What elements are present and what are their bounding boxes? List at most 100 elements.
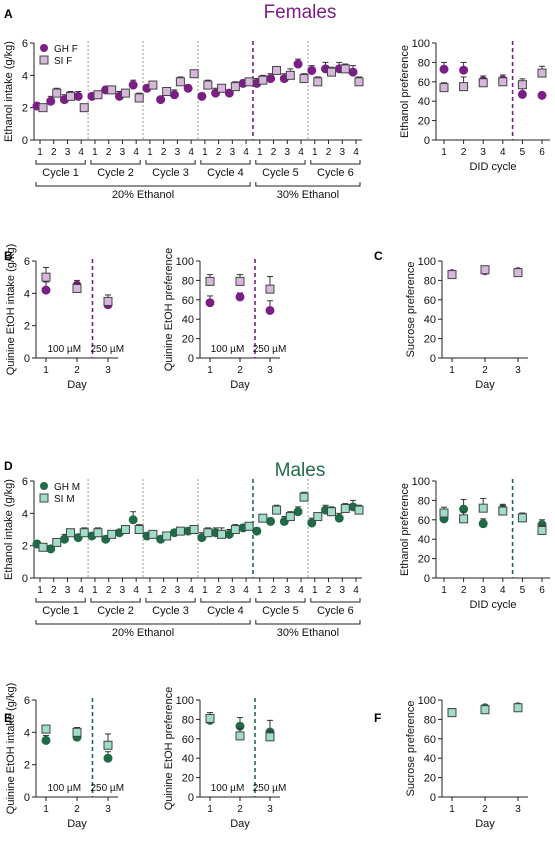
y-tick-label: 4 (22, 70, 28, 82)
group-label: Cycle 4 (207, 605, 244, 617)
data-point-si-f (439, 83, 449, 93)
supergroup-bracket (255, 620, 361, 625)
x-tick-label: 4 (353, 147, 359, 158)
x-tick-label: 1 (202, 147, 208, 158)
data-point-si-m (148, 529, 158, 539)
data-point-gh-f (293, 59, 303, 69)
data-point-gh-f (73, 91, 83, 101)
y-axis-label: Quinine EtOH preference (163, 248, 175, 372)
x-axis-label: Day (67, 818, 87, 830)
data-point-si-f (120, 88, 130, 98)
data-point-si-f (537, 68, 547, 78)
data-point-gh-f (128, 80, 138, 90)
x-tick-label: 1 (147, 147, 153, 158)
group-bracket (145, 598, 196, 603)
data-point-si-f (79, 103, 89, 113)
x-axis-label: DID cycle (469, 161, 516, 173)
data-point-si-m (459, 514, 469, 524)
data-point-si-f (93, 90, 103, 100)
group-label: Cycle 2 (97, 167, 134, 179)
data-point-si-m (72, 727, 82, 737)
x-tick-label: 2 (161, 147, 167, 158)
x-tick-label: 4 (243, 585, 249, 596)
group-label: Cycle 6 (317, 167, 354, 179)
x-tick-label: 3 (230, 147, 236, 158)
data-point-si-f (103, 296, 113, 306)
x-tick-label: 4 (500, 585, 506, 596)
y-axis-label: Quinine EtOH intake (g/kg) (5, 683, 17, 814)
x-tick-label: 1 (92, 147, 98, 158)
data-point-si-f (340, 64, 350, 74)
y-axis-label: Quinine EtOH preference (163, 687, 175, 811)
data-point-si-m (107, 529, 117, 539)
y-tick-label: 6 (22, 476, 28, 488)
data-point-si-m (517, 513, 527, 523)
x-tick-label: 2 (326, 147, 332, 158)
y-tick-label: 20 (418, 116, 430, 128)
section-title-females: Females (264, 2, 337, 23)
y-tick-label: 20 (418, 554, 430, 566)
data-point-si-m (340, 503, 350, 513)
data-point-gh-f (183, 83, 193, 93)
y-tick-label: 2 (22, 541, 28, 553)
data-point-si-m (272, 505, 282, 515)
data-point-si-f (285, 70, 295, 80)
x-tick-label: 3 (515, 365, 521, 376)
x-tick-label: 1 (43, 804, 49, 815)
section-title-males: Males (275, 460, 326, 481)
y-axis-label: Ethanol intake (g/kg) (3, 41, 15, 142)
y-tick-label: 4 (24, 288, 30, 300)
legend-marker (40, 482, 48, 490)
data-point-gh-m (293, 507, 303, 517)
x-tick-label: 1 (449, 365, 455, 376)
data-point-si-f (313, 77, 323, 87)
x-tick-label: 3 (65, 147, 71, 158)
y-tick-label: 40 (418, 96, 430, 108)
data-point-si-m (299, 492, 309, 502)
y-tick-label: 80 (424, 714, 436, 726)
x-tick-label: 3 (175, 147, 181, 158)
group-label: Cycle 3 (152, 605, 189, 617)
y-tick-label: 40 (418, 534, 430, 546)
data-point-si-f (459, 82, 469, 92)
data-point-si-m (285, 512, 295, 522)
data-point-si-f (41, 272, 51, 282)
x-tick-label: 3 (339, 585, 345, 596)
y-tick-label: 20 (182, 773, 194, 785)
y-tick-label: 100 (412, 476, 430, 488)
data-point-gh-f (265, 305, 275, 315)
data-point-si-m (203, 528, 213, 538)
y-tick-label: 0 (424, 135, 430, 147)
data-point-si-m (103, 740, 113, 750)
data-point-gh-f (205, 298, 215, 308)
x-tick-label: 2 (161, 585, 167, 596)
x-tick-label: 4 (243, 147, 249, 158)
x-tick-label: 1 (43, 365, 49, 376)
x-tick-label: 1 (257, 147, 263, 158)
group-label: Cycle 2 (97, 605, 134, 617)
data-point-si-m (439, 508, 449, 518)
data-point-si-m (134, 525, 144, 534)
data-point-si-m (313, 512, 323, 522)
data-point-si-m (258, 513, 268, 523)
y-tick-label: 2 (24, 321, 30, 333)
x-axis-label: DID cycle (469, 599, 516, 611)
concentration-label: 250 µM (90, 783, 124, 794)
y-tick-label: 2 (22, 103, 28, 115)
data-point-gh-f (235, 292, 245, 302)
x-tick-label: 1 (92, 585, 98, 596)
y-tick-label: 4 (24, 727, 30, 739)
data-point-si-f (299, 74, 309, 84)
concentration-label: 100 µM (211, 783, 245, 794)
x-tick-label: 1 (257, 585, 263, 596)
data-point-si-f (354, 77, 364, 87)
x-tick-label: 2 (106, 585, 112, 596)
supergroup-label: 30% Ethanol (277, 189, 339, 201)
x-tick-label: 2 (74, 804, 80, 815)
x-tick-label: 2 (461, 585, 467, 596)
